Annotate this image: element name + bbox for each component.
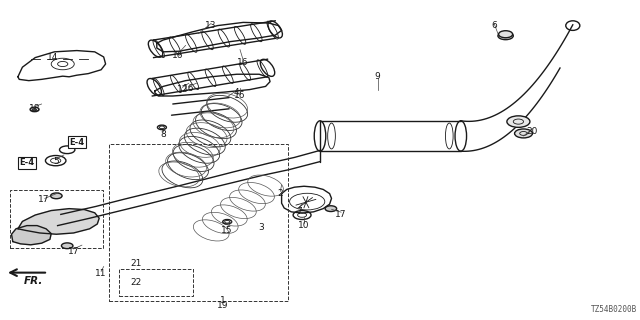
Text: 10: 10 [298, 221, 310, 230]
Text: 17: 17 [335, 210, 347, 219]
Bar [10, 190, 103, 248]
Text: 17: 17 [38, 196, 49, 204]
Text: 13: 13 [205, 21, 217, 30]
Text: 4: 4 [234, 88, 239, 97]
Circle shape [499, 31, 513, 38]
Text: 9: 9 [375, 72, 380, 81]
Text: 8: 8 [161, 130, 166, 139]
Text: 2: 2 [278, 189, 283, 198]
Text: 16: 16 [172, 52, 184, 60]
Text: 22: 22 [130, 278, 141, 287]
Text: 15: 15 [221, 226, 233, 235]
Text: 20: 20 [527, 127, 538, 136]
Circle shape [507, 116, 530, 127]
Text: TZ54B0200B: TZ54B0200B [591, 305, 637, 314]
Circle shape [515, 129, 532, 138]
Text: 3: 3 [259, 223, 264, 232]
Text: E-4: E-4 [19, 158, 35, 167]
Bar [119, 269, 193, 296]
Circle shape [325, 206, 337, 212]
Circle shape [61, 243, 73, 249]
Circle shape [33, 108, 36, 110]
Polygon shape [12, 226, 51, 245]
Text: 17: 17 [68, 247, 79, 256]
Text: 14: 14 [47, 53, 58, 62]
Text: 11: 11 [95, 269, 107, 278]
Text: FR.: FR. [24, 276, 44, 286]
Text: 16: 16 [183, 84, 195, 93]
Text: 1: 1 [220, 296, 225, 305]
Text: 7: 7 [296, 207, 301, 216]
Text: 6: 6 [492, 21, 497, 30]
Circle shape [498, 32, 513, 40]
Text: 16: 16 [237, 58, 249, 67]
Text: 12: 12 [177, 85, 188, 94]
Bar [109, 144, 288, 301]
Text: 5: 5 [53, 157, 58, 166]
Text: 21: 21 [130, 259, 141, 268]
Text: 16: 16 [234, 92, 246, 100]
Text: 18: 18 [29, 104, 40, 113]
Text: E-4: E-4 [69, 138, 84, 147]
Circle shape [51, 193, 62, 199]
Polygon shape [18, 209, 99, 234]
Text: 19: 19 [217, 301, 228, 310]
